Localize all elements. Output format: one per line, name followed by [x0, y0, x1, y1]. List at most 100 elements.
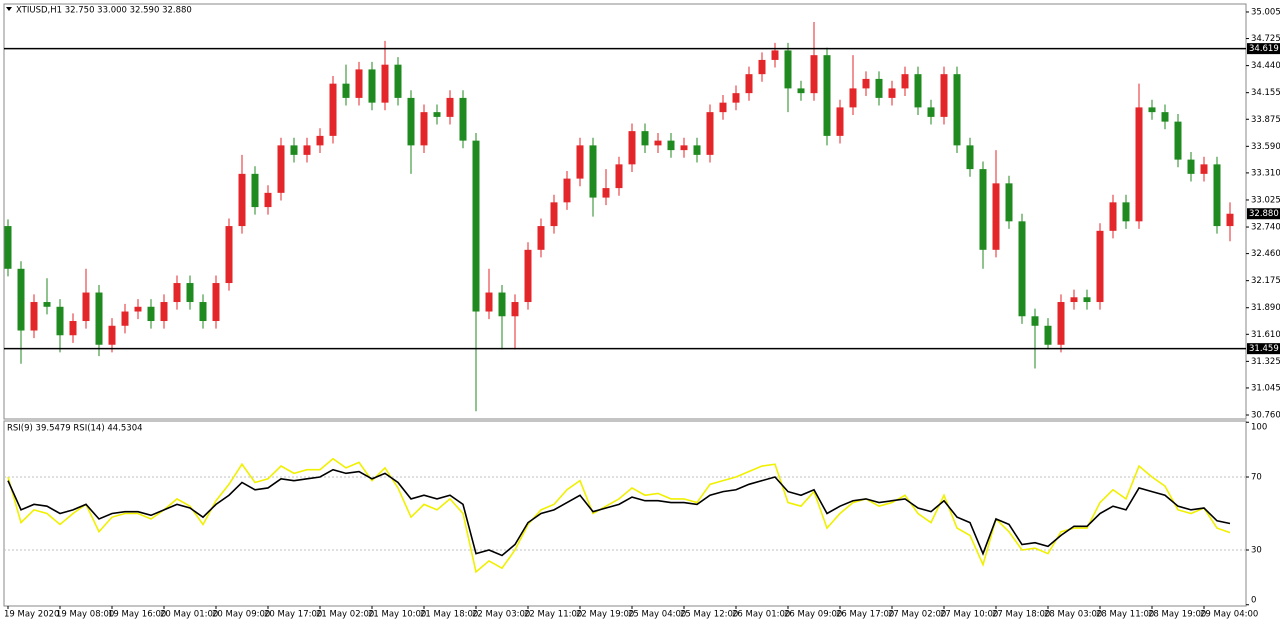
y-tick-label: 32.460 [1251, 249, 1280, 259]
y-tick-label: 32.175 [1251, 276, 1280, 286]
candle-body [1135, 107, 1143, 222]
candle-body [667, 140, 675, 151]
candle-body [472, 140, 480, 312]
candle-body [784, 50, 792, 89]
candle-body [1057, 302, 1065, 345]
candle-body [238, 173, 246, 227]
candle-body [1005, 183, 1013, 222]
candle-body [225, 226, 233, 284]
candle-body [758, 59, 766, 75]
candle-body [212, 283, 220, 322]
y-tick-label: 33.590 [1251, 142, 1280, 152]
candle-body [186, 283, 194, 303]
y-tick-label: 33.310 [1251, 168, 1280, 178]
candle-body [537, 226, 545, 250]
x-tick-label: 20 May 17:00 [264, 610, 322, 620]
candle-body [1109, 202, 1117, 231]
y-tick-label: 31.890 [1251, 303, 1280, 313]
x-tick-label: 28 May 19:00 [1148, 610, 1206, 620]
candle-body [355, 69, 363, 98]
candle-body [628, 131, 636, 165]
x-tick-label: 27 May 18:00 [992, 610, 1050, 620]
candle-body [290, 145, 298, 155]
candle-body [342, 83, 350, 98]
x-tick-label: 21 May 18:00 [420, 610, 478, 620]
y-tick-label: 35.005 [1251, 7, 1280, 17]
x-tick-label: 28 May 11:00 [1096, 610, 1154, 620]
candle-body [966, 145, 974, 170]
candle-body [1044, 325, 1052, 345]
candle-body [4, 226, 12, 269]
candle-body [1226, 213, 1234, 227]
y-tick-label: 30 [1251, 546, 1262, 556]
candle-body [303, 145, 311, 155]
x-tick-label: 20 May 09:00 [212, 610, 270, 620]
level-label-box [1247, 343, 1280, 355]
candle-body [1148, 107, 1156, 113]
candle-body [641, 131, 649, 146]
level-label: 34.619 [1249, 44, 1279, 54]
y-tick-label: 31.045 [1251, 383, 1280, 393]
y-tick-label: 33.875 [1251, 115, 1280, 125]
candle-body [1083, 297, 1091, 303]
candle-body [875, 78, 883, 98]
candle-body [914, 74, 922, 108]
candle-body [329, 83, 337, 136]
rsi-pane [3, 420, 1247, 607]
candle-body [1161, 112, 1169, 122]
x-tick-label: 22 May 11:00 [524, 610, 582, 620]
candle-body [797, 88, 805, 94]
last-price-label: 32.880 [1249, 209, 1279, 219]
candle-body [511, 302, 519, 317]
x-tick-label: 19 May 2020 [4, 610, 59, 620]
candle-body [615, 164, 623, 189]
candle-body [680, 145, 688, 151]
candle-body [1096, 230, 1104, 303]
candle-body [602, 188, 610, 198]
y-tick-label: 0 [1251, 596, 1256, 606]
y-tick-label: 32.740 [1251, 223, 1280, 233]
candle-body [56, 306, 64, 336]
candle-body [134, 306, 142, 312]
x-tick-label: 27 May 02:00 [888, 610, 946, 620]
candle-body [953, 74, 961, 146]
x-tick-label: 28 May 03:00 [1044, 610, 1102, 620]
candle-body [17, 268, 25, 331]
x-tick-label: 21 May 10:00 [368, 610, 426, 620]
candle-body [927, 107, 935, 117]
y-tick-label: 34.440 [1251, 61, 1280, 71]
price-pane [3, 3, 1247, 420]
candle-body [277, 145, 285, 193]
candle-body [550, 202, 558, 227]
last-price-box [1247, 208, 1280, 220]
rsi-title: RSI(9) 39.5479 RSI(14) 44.5304 [7, 424, 143, 434]
candle-body [836, 107, 844, 136]
x-tick-label: 26 May 09:00 [784, 610, 842, 620]
x-tick-label: 26 May 17:00 [836, 610, 894, 620]
candle-body [1187, 159, 1195, 174]
candle-body [706, 112, 714, 155]
x-tick-label: 26 May 01:00 [732, 610, 790, 620]
candle-body [95, 292, 103, 345]
candle-body [394, 64, 402, 98]
candle-body [1070, 297, 1078, 303]
candle-body [433, 112, 441, 117]
y-tick-label: 34.155 [1251, 88, 1280, 98]
level-label: 31.459 [1249, 344, 1279, 354]
y-tick-label: 70 [1251, 473, 1262, 483]
candle-body [563, 178, 571, 203]
y-tick-label: 34.725 [1251, 34, 1280, 44]
menu-triangle[interactable] [6, 7, 12, 11]
candle-body [810, 55, 818, 94]
candle-body [173, 283, 181, 303]
candle-body [316, 135, 324, 146]
x-tick-label: 21 May 02:00 [316, 610, 374, 620]
candle-body [459, 97, 467, 141]
x-tick-label: 25 May 12:00 [680, 610, 738, 620]
candle-body [121, 311, 129, 326]
candle-body [485, 292, 493, 312]
y-tick-label: 31.325 [1251, 357, 1280, 367]
x-tick-label: 27 May 10:00 [940, 610, 998, 620]
